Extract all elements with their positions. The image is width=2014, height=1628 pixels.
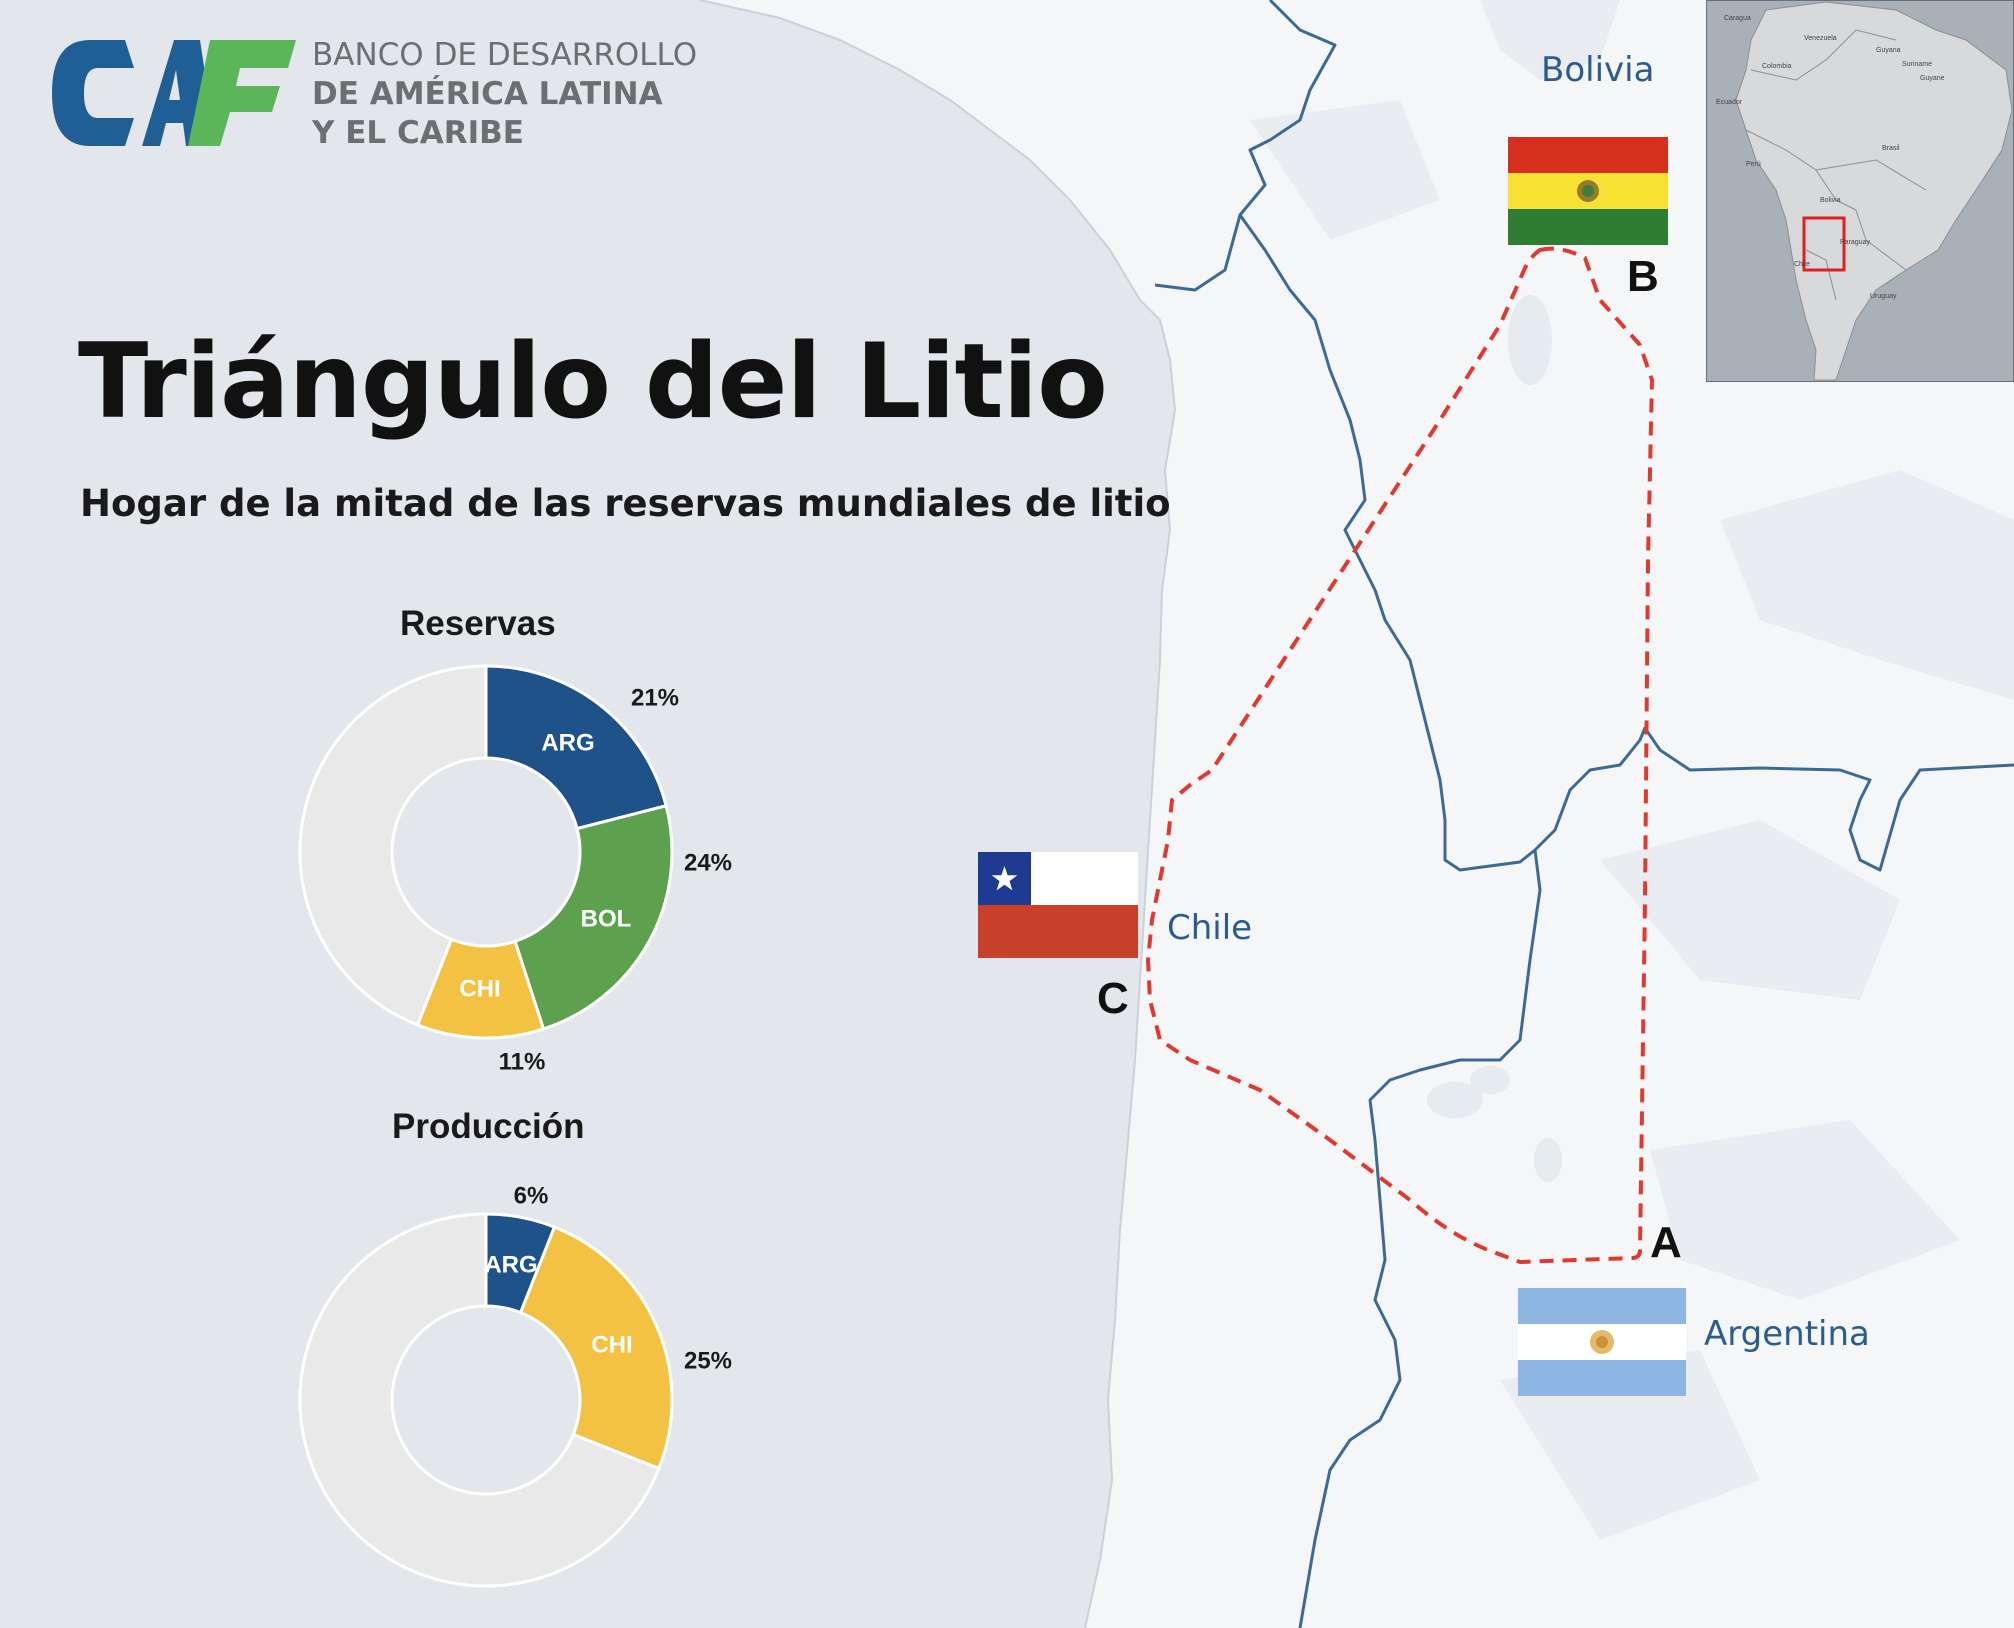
inset-label-guyana: Guyana: [1876, 47, 1901, 54]
production-label-chi: CHI: [591, 1331, 632, 1358]
inset-highlight-box: [1802, 216, 1846, 272]
inset-label-uruguay: Uruguay: [1870, 293, 1897, 300]
production-value-arg: 6%: [514, 1182, 549, 1209]
logo-line-1: BANCO DE DESARROLLO: [312, 37, 698, 73]
reserves-slice-rest: [298, 664, 488, 1027]
vertex-b-label: B: [1627, 252, 1659, 301]
inset-label-venezuela: Venezuela: [1804, 35, 1837, 42]
reserves-label-chi: CHI: [459, 975, 500, 1002]
inset-locator-map: Caragua Venezuela Guyana Colombia Surina…: [1706, 0, 2014, 382]
production-value-chi: 25%: [684, 1347, 732, 1374]
inset-label-colombia: Colombia: [1762, 63, 1792, 70]
page-subtitle: Hogar de la mitad de las reservas mundia…: [80, 482, 1171, 525]
inset-label-brasil: Brasil: [1882, 145, 1900, 152]
inset-borders: [1745, 29, 1927, 301]
page-title: Triángulo del Litio: [78, 322, 1108, 442]
production-slice-chi: [518, 1225, 674, 1471]
inset-label-guyane: Guyane: [1920, 75, 1945, 82]
production-label-arg: ARG: [484, 1251, 537, 1278]
inset-label-caragua: Caragua: [1724, 15, 1751, 22]
inset-continent: [1735, 1, 2013, 381]
country-label-argentina: Argentina: [1704, 1314, 1870, 1354]
reserves-slice-bol: [513, 803, 674, 1031]
inset-label-bolivia: Bolivia: [1820, 197, 1841, 204]
relief-shading: [1250, 0, 2014, 1540]
country-label-chile: Chile: [1167, 908, 1253, 948]
reserves-value-arg: 21%: [631, 684, 679, 711]
reserves-label-bol: BOL: [581, 905, 632, 932]
reserves-value-bol: 24%: [684, 849, 732, 876]
logo-line-2: DE AMÉRICA LATINA: [312, 76, 663, 112]
logo-line-3: Y EL CARIBE: [312, 115, 524, 151]
caf-logo-icon: [52, 40, 296, 146]
reserves-chart-title: Reservas: [400, 604, 556, 643]
vertex-c-label: C: [1097, 974, 1129, 1023]
salt-flats: [1427, 295, 1562, 1182]
production-chart-title: Producción: [392, 1107, 585, 1146]
inset-label-ecuador: Ecuador: [1716, 99, 1743, 106]
reserves-slice-arg: [484, 664, 668, 831]
coastline: [699, 0, 1177, 1628]
inset-label-chile: Chile: [1794, 261, 1810, 268]
country-borders: [1154, 0, 2014, 1628]
country-label-bolivia: Bolivia: [1541, 50, 1655, 90]
reserves-value-chi: 11%: [499, 1048, 546, 1075]
chile-flag: [978, 852, 1138, 958]
lithium-triangle: [1145, 246, 1655, 1265]
bolivia-flag: [1508, 137, 1668, 245]
inset-label-paraguay: Paraguay: [1840, 239, 1870, 246]
inset-country-labels: Caragua Venezuela Guyana Colombia Surina…: [1716, 15, 1945, 300]
reserves-label-arg: ARG: [541, 729, 594, 756]
inset-label-peru: Perú: [1746, 161, 1761, 168]
production-slice-rest: [298, 1212, 661, 1588]
argentina-flag: [1518, 1288, 1686, 1396]
vertex-a-label: A: [1650, 1218, 1682, 1267]
inset-label-suriname: Suriname: [1902, 61, 1932, 68]
